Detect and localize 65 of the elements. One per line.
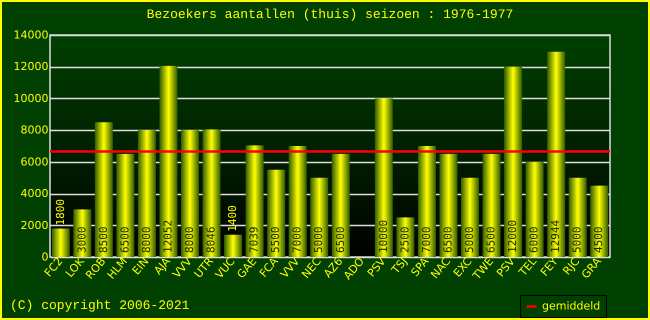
data-label: 5000 — [463, 226, 476, 253]
bar — [159, 66, 178, 257]
y-tick-label: 4000 — [20, 187, 48, 200]
x-tick-label: TSJ — [388, 255, 410, 278]
y-tick-label: 10000 — [14, 92, 48, 105]
bar — [482, 154, 501, 257]
bar — [310, 178, 328, 257]
data-label: 2500 — [398, 226, 412, 253]
x-tick-label: RJC — [560, 254, 582, 278]
x-tick-label: EIN — [130, 255, 152, 278]
y-tick-label: 12000 — [14, 60, 48, 74]
data-label: 8500 — [96, 226, 110, 253]
data-label: 6500 — [484, 226, 498, 253]
bar — [332, 154, 350, 257]
data-label: 6500 — [441, 226, 454, 253]
x-tick-label: AJA — [151, 254, 174, 278]
bar — [267, 170, 286, 257]
bar — [461, 178, 479, 257]
bar — [374, 98, 393, 257]
bar — [590, 186, 608, 257]
bar — [526, 162, 544, 257]
y-tick-label: 6000 — [20, 155, 48, 168]
y-tick-label: 2000 — [20, 218, 48, 232]
bar — [547, 52, 566, 257]
bar — [246, 145, 264, 257]
bar — [181, 130, 199, 257]
data-label: 10000 — [376, 220, 390, 253]
data-label: 6500 — [334, 226, 347, 253]
bar — [439, 154, 458, 257]
data-label: 7039 — [248, 226, 261, 253]
bar — [504, 66, 522, 257]
bar — [52, 228, 70, 257]
bar — [288, 146, 307, 257]
bar — [116, 154, 134, 257]
data-label: 8046 — [204, 226, 218, 253]
x-tick-label: TEL — [516, 254, 540, 280]
x-tick-label: FCA — [256, 254, 282, 280]
data-label: 6500 — [118, 226, 132, 253]
data-label: 8000 — [183, 226, 196, 253]
data-label: 12052 — [161, 220, 174, 253]
data-label: 5000 — [312, 226, 326, 253]
data-label: 7000 — [420, 226, 433, 253]
data-label: 5500 — [269, 226, 282, 253]
chart-title: Bezoekers aantallen (thuis) seizoen : 1976-1977 — [146, 7, 514, 22]
bar — [568, 178, 587, 257]
bar — [224, 234, 242, 257]
text: (C) copyright 2006-2021 — [10, 298, 190, 313]
data-label: 4500 — [592, 226, 606, 253]
data-label: 1800 — [54, 198, 67, 226]
legend-label: gemiddeld — [542, 300, 600, 312]
data-label: 7000 — [290, 226, 304, 253]
data-label: 12000 — [506, 220, 520, 253]
y-tick-label: 8000 — [20, 124, 48, 137]
data-label: 1400 — [226, 205, 240, 232]
data-label: 12944 — [549, 220, 562, 253]
bar — [138, 130, 156, 257]
bar — [202, 129, 221, 257]
data-label: 3000 — [75, 226, 88, 253]
x-tick-label: SPA — [408, 254, 432, 280]
data-label: 8000 — [140, 226, 153, 253]
data-label: 6000 — [528, 226, 541, 253]
bar — [94, 122, 113, 257]
data-label: 5000 — [570, 226, 584, 253]
y-tick-label: 14000 — [14, 28, 48, 42]
bar — [418, 146, 436, 257]
